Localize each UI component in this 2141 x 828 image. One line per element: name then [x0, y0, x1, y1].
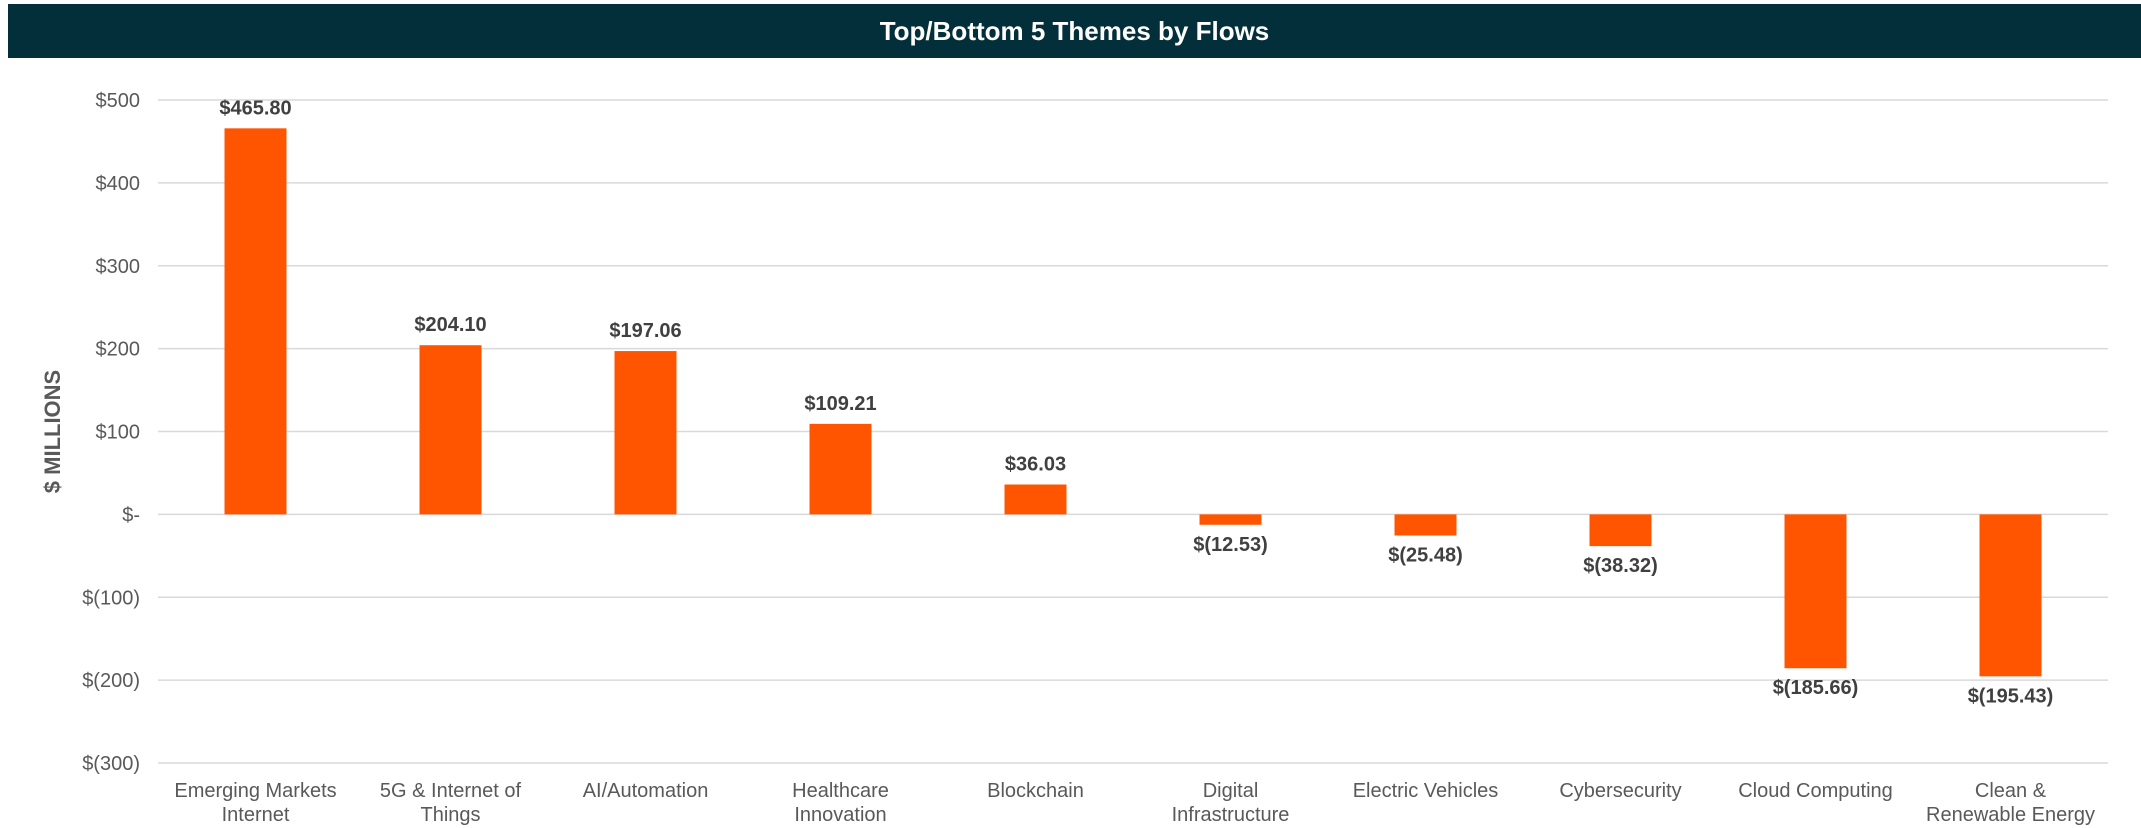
x-tick-label: Healthcare — [792, 780, 889, 802]
bar — [224, 128, 287, 515]
y-tick-label: $- — [122, 504, 140, 526]
x-tick-label: 5G & Internet of — [380, 780, 522, 802]
y-tick-label: $300 — [96, 256, 141, 278]
x-tick-label: Innovation — [794, 804, 886, 826]
data-label: $(12.53) — [1193, 534, 1268, 556]
y-tick-label: $400 — [96, 173, 141, 195]
bar — [809, 423, 872, 515]
x-tick-label: Things — [420, 804, 480, 826]
data-label: $465.80 — [219, 97, 291, 119]
y-tick-label: $500 — [96, 90, 141, 112]
data-label: $204.10 — [414, 314, 486, 336]
x-tick-label: Cloud Computing — [1738, 780, 1893, 802]
chart-title: Top/Bottom 5 Themes by Flows — [879, 15, 1270, 46]
bar — [1199, 514, 1262, 525]
x-tick-label: Cybersecurity — [1559, 780, 1681, 802]
x-tick-label: Infrastructure — [1172, 804, 1290, 826]
x-tick-label: Renewable Energy — [1926, 804, 2095, 826]
bar — [1784, 514, 1847, 669]
data-label: $(38.32) — [1583, 555, 1658, 577]
bar — [1004, 484, 1067, 515]
y-tick-label: $(300) — [82, 753, 140, 775]
x-tick-label: Blockchain — [987, 780, 1084, 802]
bar — [1589, 514, 1652, 547]
bar — [419, 345, 482, 515]
x-tick-label: Digital — [1203, 780, 1259, 802]
data-label: $197.06 — [609, 320, 681, 342]
data-label: $36.03 — [1005, 454, 1066, 476]
x-tick-label: Emerging Markets — [174, 780, 336, 802]
y-tick-label: $(100) — [82, 587, 140, 609]
x-tick-label: Internet — [222, 804, 290, 826]
x-tick-label: Clean & — [1975, 780, 2047, 802]
data-label: $109.21 — [804, 393, 876, 415]
chart-title-bar: Top/Bottom 5 Themes by Flows — [8, 4, 2141, 58]
y-tick-label: $(200) — [82, 670, 140, 692]
data-label: $(25.48) — [1388, 544, 1463, 566]
y-tick-label: $100 — [96, 422, 141, 444]
data-label: $(195.43) — [1968, 685, 2054, 707]
x-tick-label: Electric Vehicles — [1353, 780, 1499, 802]
data-label: $(185.66) — [1773, 677, 1859, 699]
y-tick-label: $200 — [96, 339, 141, 361]
bar — [1394, 514, 1457, 536]
bar — [614, 351, 677, 515]
y-axis-label: $ MILLIONS — [40, 370, 65, 493]
x-tick-label: AI/Automation — [583, 780, 709, 802]
bar — [1979, 514, 2042, 677]
